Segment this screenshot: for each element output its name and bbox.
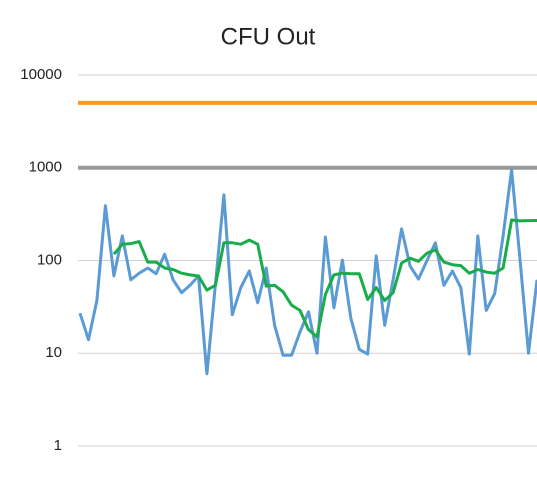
y-tick-label: 100 — [37, 251, 62, 268]
chart-title: CFU Out — [221, 23, 316, 50]
data-line — [78, 168, 537, 376]
data-line — [112, 218, 537, 339]
y-tick-label: 10000 — [20, 66, 62, 83]
y-tick-label: 1 — [54, 437, 62, 454]
y-tick-label: 10 — [45, 344, 62, 361]
y-tick-label: 1000 — [29, 159, 62, 176]
